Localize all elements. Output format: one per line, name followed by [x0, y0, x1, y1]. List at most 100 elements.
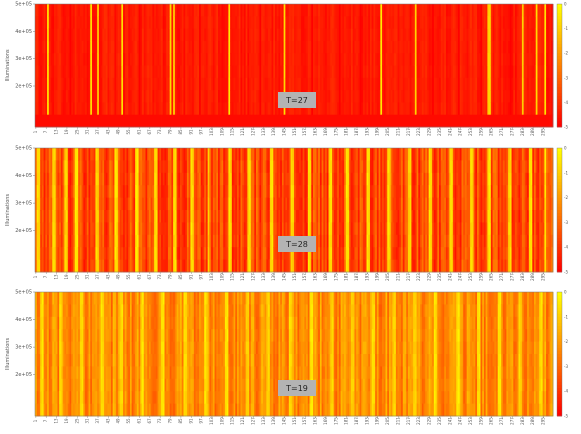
heatmap-cell: [256, 16, 259, 29]
heatmap-cell: [235, 148, 238, 161]
heatmap-cell: [238, 28, 241, 42]
heatmap-cell: [83, 222, 86, 236]
x-tick-label: 115: [230, 128, 235, 136]
heatmap-cell: [330, 148, 333, 161]
heatmap-cell: [209, 102, 212, 116]
heatmap-cell: [307, 114, 310, 128]
heatmap-cell: [186, 53, 190, 66]
heatmap-cell: [154, 247, 157, 260]
heatmap-cell: [131, 77, 134, 91]
heatmap-cell: [95, 222, 98, 236]
heatmap-cell: [69, 4, 72, 17]
heatmap-cell: [425, 65, 428, 79]
heatmap-cell: [508, 28, 511, 42]
heatmap-cell: [98, 65, 102, 79]
heatmap-cell: [62, 102, 65, 116]
heatmap-cell: [52, 77, 55, 91]
heatmap-cell: [126, 65, 129, 79]
heatmap-cell: [342, 114, 345, 128]
heatmap-cell: [45, 234, 48, 248]
heatmap-cell: [230, 210, 233, 223]
heatmap-cell: [490, 4, 493, 17]
heatmap-cell: [212, 102, 215, 116]
heatmap-cell: [312, 53, 316, 66]
heatmap-cell: [76, 4, 79, 17]
heatmap-cell: [247, 65, 250, 79]
heatmap-cell: [516, 28, 519, 42]
heatmap-cell: [281, 185, 285, 198]
heatmap-cell: [390, 102, 393, 116]
heatmap-cell: [532, 28, 535, 42]
heatmap-cell: [245, 16, 248, 29]
heatmap-cell: [129, 247, 133, 260]
heatmap-cell: [508, 114, 511, 128]
heatmap-cell: [432, 114, 435, 128]
heatmap-cell: [74, 185, 77, 198]
heatmap-cell: [349, 172, 352, 186]
heatmap-cell: [114, 28, 117, 42]
heatmap-cell: [480, 28, 483, 42]
heatmap-cell: [297, 259, 300, 273]
heatmap-cell: [199, 90, 202, 103]
heatmap-cell: [105, 160, 108, 174]
heatmap-cell: [530, 77, 533, 91]
heatmap-cell: [497, 40, 500, 54]
heatmap-cell: [157, 114, 160, 128]
x-tick-label: 55: [126, 129, 131, 135]
heatmap-cell: [180, 197, 183, 211]
heatmap-cell: [290, 28, 293, 42]
colorbar-segment: [557, 96, 562, 100]
heatmap-cell: [212, 160, 215, 174]
heatmap-cell: [53, 65, 57, 79]
heatmap-cell: [314, 172, 317, 186]
heatmap-cell: [124, 197, 127, 211]
heatmap-cell: [461, 65, 464, 79]
heatmap-cell: [121, 247, 124, 260]
heatmap-cell: [350, 90, 354, 103]
heatmap-cell: [444, 40, 447, 54]
heatmap-cell: [420, 65, 423, 79]
heatmap-cell: [62, 53, 65, 66]
heatmap-cell: [356, 77, 359, 91]
heatmap-cell: [109, 197, 112, 211]
heatmap-cell: [221, 102, 224, 116]
heatmap-cell: [482, 28, 485, 42]
heatmap-cell: [126, 53, 129, 66]
heatmap-cell: [41, 185, 45, 198]
heatmap-cell: [261, 234, 264, 248]
heatmap-cell: [72, 4, 76, 17]
heatmap-cell: [157, 234, 160, 248]
heatmap-cell: [414, 28, 417, 42]
heatmap-cell: [521, 4, 525, 17]
heatmap-cell: [319, 40, 323, 54]
heatmap-cell: [230, 259, 233, 273]
heatmap-cell: [199, 114, 202, 128]
heatmap-cell: [549, 16, 552, 29]
heatmap-cell: [280, 210, 283, 223]
heatmap-cell: [128, 160, 131, 174]
heatmap-cell: [432, 4, 435, 17]
heatmap-cell: [516, 16, 519, 29]
heatmap-cell: [288, 210, 291, 223]
heatmap-cell: [188, 4, 191, 17]
heatmap-cell: [425, 28, 428, 42]
heatmap-cell: [409, 90, 412, 103]
heatmap-cell: [311, 185, 314, 198]
heatmap-cell: [104, 77, 107, 91]
heatmap-cell: [150, 4, 153, 17]
heatmap-cell: [350, 40, 354, 54]
heatmap-cell: [53, 53, 57, 66]
heatmap-cell: [126, 247, 129, 260]
heatmap-cell: [452, 4, 455, 17]
heatmap-cell: [150, 172, 153, 186]
heatmap-cell: [48, 28, 51, 42]
heatmap-cell: [464, 114, 468, 128]
heatmap-cell: [440, 77, 443, 91]
heatmap-cell: [504, 65, 507, 79]
heatmap-cell: [387, 16, 390, 29]
heatmap-cell: [178, 160, 181, 174]
heatmap-cell: [302, 172, 305, 186]
heatmap-cell: [135, 40, 138, 54]
heatmap-cell: [105, 185, 108, 198]
heatmap-cell: [256, 172, 259, 186]
